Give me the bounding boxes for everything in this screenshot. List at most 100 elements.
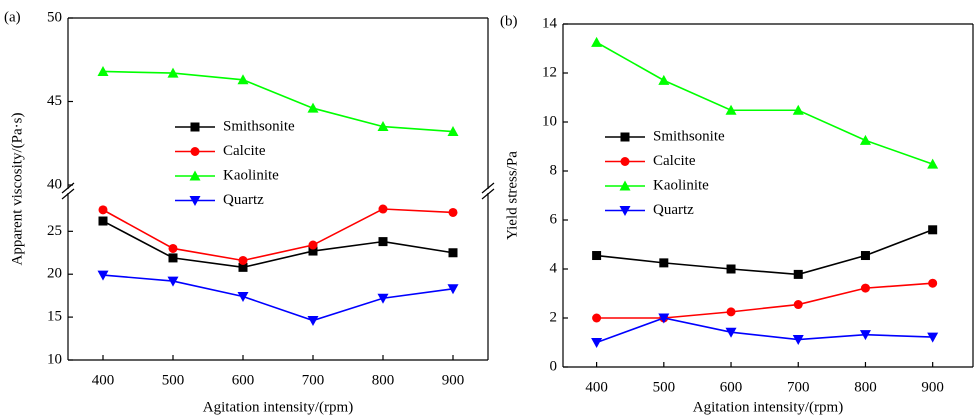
data-point: [448, 207, 458, 217]
y-tick-label: 20: [47, 266, 62, 282]
x-tick-label: 800: [854, 379, 877, 395]
legend-label: Smithsonite: [653, 128, 725, 144]
data-point: [793, 269, 803, 279]
data-point: [792, 104, 804, 115]
legend-marker: [620, 132, 630, 142]
x-tick-label: 500: [653, 379, 676, 395]
legend-marker: [619, 206, 631, 216]
y-tick-label: 40: [47, 176, 62, 192]
axis-break: [481, 182, 495, 194]
data-point: [726, 264, 736, 274]
x-tick-label: 800: [372, 372, 395, 388]
data-point: [591, 36, 603, 47]
series-line: [102, 70, 454, 133]
data-point: [860, 251, 870, 261]
data-point: [97, 270, 109, 281]
series-line: [102, 220, 454, 269]
x-axis-title: Agitation intensity/(rpm): [203, 399, 353, 415]
y-axis-title: Yield stress/Pa: [504, 151, 520, 240]
data-point: [98, 205, 108, 215]
y-tick-label: 25: [47, 223, 62, 239]
data-point: [447, 284, 459, 295]
data-point: [725, 104, 737, 115]
series-line: [596, 282, 933, 319]
y-tick-label: 6: [550, 211, 558, 227]
legend-marker: [190, 122, 200, 132]
panel-label: (b): [500, 13, 518, 29]
data-point: [377, 293, 389, 304]
y-tick-label: 12: [542, 64, 557, 80]
y-axis-title: Apparent viscosity/(Pa·s): [9, 113, 25, 266]
data-point: [378, 237, 388, 247]
data-point: [378, 204, 388, 214]
data-point: [859, 134, 871, 145]
data-point: [447, 126, 459, 137]
data-point: [308, 240, 318, 250]
legend-label: Calcite: [223, 143, 266, 159]
series-line: [102, 208, 454, 262]
series-line: [596, 41, 933, 165]
series-line: [102, 274, 454, 322]
panel-label: (a): [4, 9, 21, 25]
data-point: [591, 338, 603, 348]
data-point: [658, 313, 670, 324]
data-point: [97, 65, 109, 76]
y-tick-label: 10: [47, 351, 62, 367]
legend-label: Calcite: [653, 153, 696, 169]
data-point: [793, 300, 803, 310]
data-point: [927, 158, 939, 169]
x-tick-label: 400: [92, 372, 115, 388]
data-point: [726, 307, 736, 317]
legend-label: Kaolinite: [223, 167, 279, 183]
data-point: [168, 253, 178, 263]
x-tick-label: 400: [585, 379, 608, 395]
legend-marker: [620, 157, 630, 166]
data-point: [238, 262, 248, 272]
data-point: [592, 313, 602, 323]
legend-label: Quartz: [223, 192, 264, 208]
data-point: [860, 283, 870, 293]
y-tick-label: 50: [47, 9, 62, 25]
data-point: [98, 216, 108, 226]
data-point: [168, 243, 178, 253]
data-point: [237, 74, 249, 85]
x-tick-label: 700: [302, 372, 325, 388]
data-point: [658, 74, 670, 85]
y-tick-label: 45: [47, 93, 62, 109]
legend-label: Kaolinite: [653, 177, 709, 193]
y-tick-label: 8: [550, 162, 558, 178]
legend-marker: [619, 180, 631, 191]
y-tick-label: 10: [542, 113, 557, 129]
legend-marker: [189, 170, 201, 181]
data-point: [792, 335, 804, 346]
data-point: [167, 276, 179, 287]
data-point: [448, 248, 458, 258]
y-tick-label: 0: [550, 358, 558, 374]
data-point: [307, 102, 319, 113]
x-tick-label: 500: [162, 372, 185, 388]
data-point: [238, 255, 248, 265]
legend-label: Quartz: [653, 202, 694, 218]
legend-label: Smithsonite: [223, 118, 295, 134]
data-point: [237, 292, 249, 303]
x-tick-label: 600: [720, 379, 743, 395]
data-point: [859, 330, 871, 341]
x-tick-label: 600: [232, 372, 255, 388]
data-point: [725, 327, 737, 338]
x-tick-label: 900: [921, 379, 944, 395]
legend-marker: [190, 147, 200, 156]
data-point: [928, 225, 938, 235]
y-tick-label: 15: [47, 309, 62, 325]
axis-break: [61, 188, 75, 200]
data-point: [592, 251, 602, 261]
x-tick-label: 700: [787, 379, 810, 395]
x-axis-title: Agitation intensity/(rpm): [693, 399, 843, 415]
data-point: [167, 67, 179, 78]
data-point: [927, 332, 939, 343]
y-tick-label: 14: [542, 15, 558, 31]
legend-marker: [189, 196, 201, 206]
series-line: [596, 229, 933, 276]
data-point: [377, 121, 389, 132]
y-tick-label: 2: [550, 309, 558, 325]
